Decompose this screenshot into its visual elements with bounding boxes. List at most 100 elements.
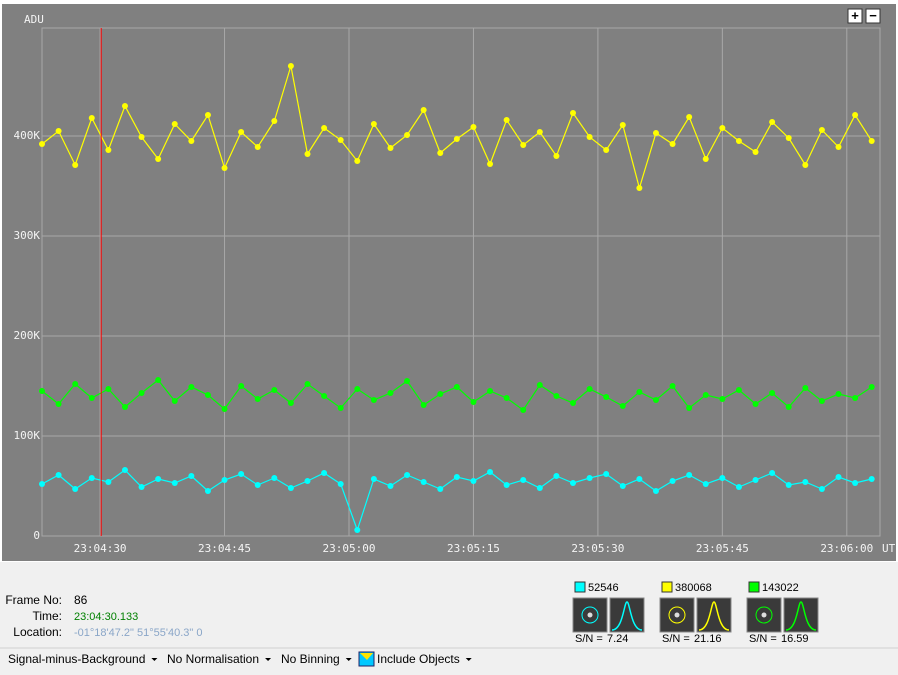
data-point [818, 486, 825, 492]
data-point [785, 135, 792, 141]
data-point [487, 388, 494, 394]
data-point [852, 395, 859, 401]
data-point [636, 476, 643, 482]
data-point [337, 137, 344, 143]
data-point [536, 382, 543, 388]
data-point [171, 480, 178, 486]
data-point [570, 480, 577, 486]
data-point [354, 527, 361, 533]
data-point [785, 404, 792, 410]
data-point [769, 119, 776, 125]
data-point [88, 395, 95, 401]
data-point [55, 472, 62, 478]
frame-value: 86 [74, 593, 88, 607]
data-point [752, 149, 759, 155]
data-point [387, 145, 394, 151]
data-point [652, 397, 659, 403]
data-point [453, 474, 460, 480]
y-tick-label: 100K [14, 429, 41, 442]
x-tick-label: 23:05:45 [696, 542, 749, 555]
data-point [520, 477, 527, 483]
data-point [719, 125, 726, 131]
data-point [55, 401, 62, 407]
data-point [337, 405, 344, 411]
dropdown-arrow [345, 658, 352, 661]
y-tick-label: 300K [14, 229, 41, 242]
target-aperture [668, 606, 686, 624]
data-point [88, 115, 95, 121]
zoom-out-label[interactable]: − [869, 8, 877, 23]
data-point [72, 162, 79, 168]
target-aperture [581, 606, 599, 624]
data-point [868, 384, 875, 390]
data-point [254, 144, 261, 150]
data-point [271, 118, 278, 124]
dropdown-arrow [151, 658, 158, 661]
target-aperture [755, 606, 773, 624]
data-point [553, 393, 560, 399]
data-point [221, 406, 228, 412]
data-point [702, 392, 709, 398]
toolbar-dropdown[interactable]: No Normalisation [167, 652, 259, 666]
data-point [619, 403, 626, 409]
x-tick-label: 23:06:00 [820, 542, 873, 555]
data-point [818, 127, 825, 133]
target-legend: 380068 [675, 582, 712, 594]
zoom-out[interactable] [865, 8, 881, 24]
data-point [221, 165, 228, 171]
data-point [835, 474, 842, 480]
data-point [503, 395, 510, 401]
data-point [702, 481, 709, 487]
data-point [321, 470, 328, 476]
target-psf-curve [698, 601, 730, 631]
data-point [619, 122, 626, 128]
data-point [636, 185, 643, 191]
data-point [570, 110, 577, 116]
target-legend: 143022 [762, 582, 799, 594]
plot-background [2, 4, 896, 561]
data-point [735, 138, 742, 144]
data-point [686, 405, 693, 411]
data-point [652, 130, 659, 136]
data-point [138, 484, 145, 490]
toolbar-dropdown[interactable]: No Binning [281, 652, 340, 666]
data-point [437, 150, 444, 156]
y-tick-label: 200K [14, 329, 41, 342]
sn-label: S/N = [749, 633, 777, 645]
data-point [39, 141, 45, 147]
x-tick-label: 23:05:00 [322, 542, 375, 555]
zoom-in[interactable] [847, 8, 863, 24]
toolbar-dropdown[interactable]: Signal-minus-Background [8, 652, 145, 666]
toolbar-dropdown[interactable]: Include Objects [377, 652, 460, 666]
x-tick-label: 23:04:45 [198, 542, 251, 555]
data-point [370, 397, 377, 403]
data-point [437, 391, 444, 397]
data-point [470, 124, 477, 130]
zoom-in-label[interactable]: + [851, 8, 859, 23]
data-point [868, 476, 875, 482]
data-point [785, 482, 792, 488]
data-point [204, 488, 211, 494]
data-point [769, 470, 776, 476]
location-label: Location: [13, 625, 62, 639]
target-star [761, 612, 767, 618]
data-point [553, 473, 560, 479]
time-label: Time: [32, 609, 62, 623]
data-point [105, 386, 112, 392]
data-point [337, 481, 344, 487]
data-point [354, 158, 361, 164]
time-value: 23:04:30.133 [74, 611, 138, 623]
dropdown-arrow [465, 658, 472, 661]
data-point [121, 404, 128, 410]
data-point [735, 484, 742, 490]
data-point [420, 402, 427, 408]
data-point [453, 384, 460, 390]
data-point [387, 390, 394, 396]
data-point [121, 467, 128, 473]
data-point [802, 162, 809, 168]
data-point [238, 471, 245, 477]
target-legend: 52546 [588, 582, 619, 594]
data-point [370, 121, 377, 127]
data-point [437, 486, 444, 492]
